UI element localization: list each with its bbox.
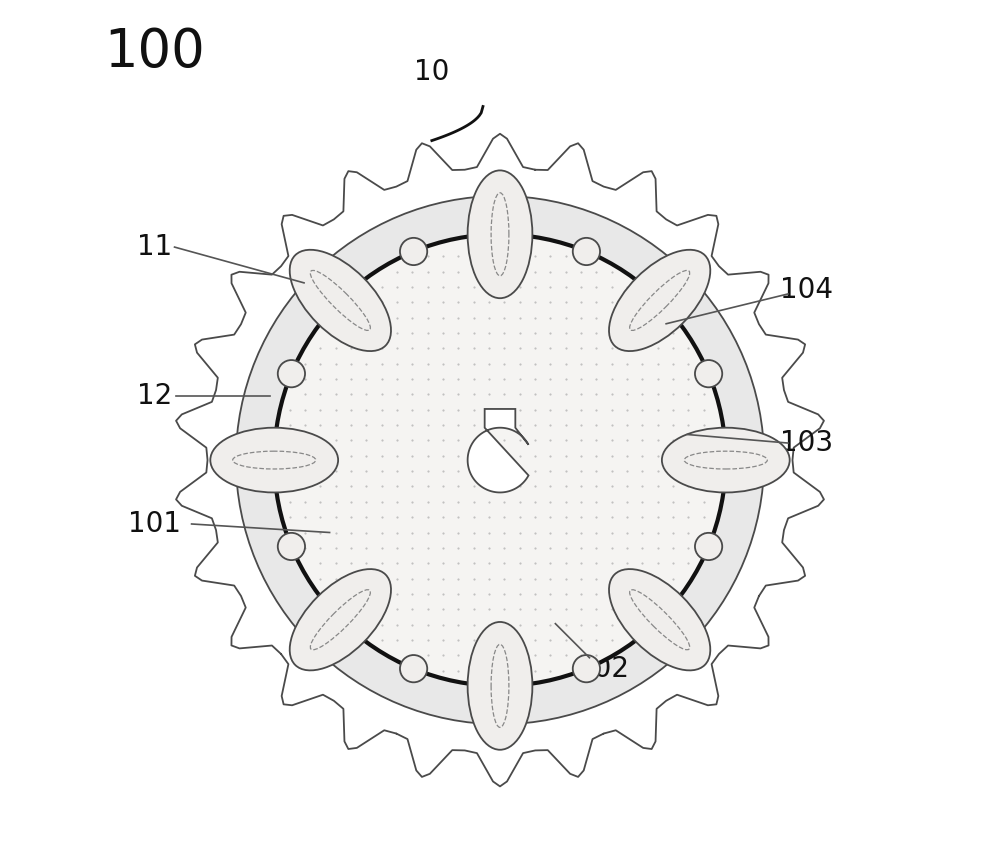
Circle shape [573,238,600,265]
Text: 101: 101 [128,510,181,538]
Text: 102: 102 [576,655,629,682]
Polygon shape [236,196,764,724]
Circle shape [278,360,305,388]
Circle shape [274,234,726,686]
Circle shape [573,655,600,682]
Circle shape [695,532,722,560]
Polygon shape [176,134,824,786]
Text: 103: 103 [780,429,833,457]
Circle shape [400,655,427,682]
Polygon shape [468,409,529,492]
Circle shape [278,532,305,560]
Ellipse shape [609,250,710,351]
Ellipse shape [662,428,790,492]
Text: 104: 104 [780,276,833,303]
Ellipse shape [290,569,391,671]
Ellipse shape [468,170,532,298]
Ellipse shape [609,569,710,671]
Text: 100: 100 [104,26,205,78]
Text: 10: 10 [414,59,450,86]
Text: 12: 12 [137,383,173,410]
Circle shape [695,360,722,388]
Ellipse shape [290,250,391,351]
Ellipse shape [468,622,532,750]
Circle shape [400,238,427,265]
Text: 11: 11 [137,233,173,261]
Ellipse shape [210,428,338,492]
